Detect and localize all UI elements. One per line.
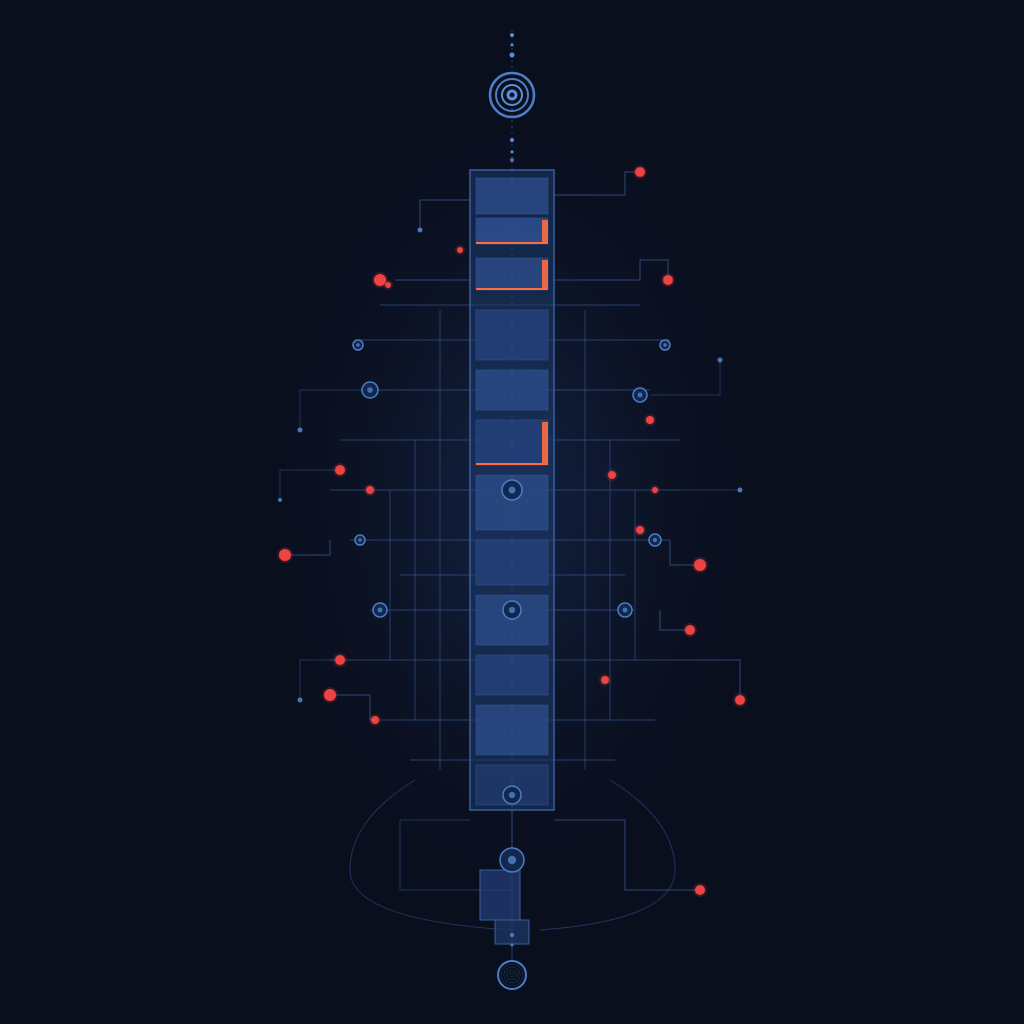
endpoint-dot: [278, 498, 282, 502]
accent-dot-glow: [599, 674, 611, 686]
accent-dot-glow: [634, 524, 646, 536]
node-center: [663, 343, 667, 347]
accent-dot-glow: [733, 693, 747, 707]
endpoint-dot: [511, 944, 514, 947]
node-center: [509, 792, 515, 798]
node-center: [508, 856, 516, 864]
accent-dot-glow: [692, 557, 708, 573]
column-segment: [476, 178, 548, 214]
stem-dot: [511, 44, 514, 47]
endpoint-dot: [298, 428, 303, 433]
accent-dot-glow: [364, 484, 376, 496]
node-center: [509, 487, 516, 494]
node-center: [623, 608, 628, 613]
node-center: [509, 607, 515, 613]
accent-dot-glow: [606, 469, 618, 481]
accent-dot-glow: [693, 883, 707, 897]
accent-dot-glow: [277, 547, 293, 563]
node-center: [356, 343, 360, 347]
stem-dot: [510, 33, 514, 37]
accent-dot-glow: [644, 414, 656, 426]
lower-block: [495, 920, 529, 944]
accent-dot-glow: [633, 165, 647, 179]
endpoint-dot: [510, 933, 514, 937]
circuit-diagram: [0, 0, 1024, 1024]
endpoint-dot: [298, 698, 303, 703]
endpoint-dot: [738, 488, 743, 493]
accent-dot-glow: [650, 485, 660, 495]
node-center: [358, 538, 362, 542]
node-center: [367, 387, 373, 393]
segment-accent: [542, 220, 548, 242]
accent-dot-glow: [383, 280, 393, 290]
accent-dot-glow: [661, 273, 675, 287]
column-segment: [476, 258, 548, 290]
accent-dot-glow: [369, 714, 381, 726]
column-segment: [476, 705, 548, 755]
accent-dot-glow: [333, 463, 347, 477]
lower-block: [480, 870, 520, 920]
segment-accent: [542, 422, 548, 463]
accent-dot-glow: [322, 687, 338, 703]
endpoint-dot: [510, 158, 514, 162]
stem-dot: [510, 53, 515, 58]
segment-accent: [542, 260, 548, 288]
accent-dot-glow: [455, 245, 465, 255]
accent-dot-glow: [333, 653, 347, 667]
accent-dot-glow: [683, 623, 697, 637]
stem-dot: [511, 151, 514, 154]
node-center: [638, 393, 643, 398]
endpoint-dot: [418, 228, 423, 233]
endpoint-dot: [718, 358, 723, 363]
stem-dot: [510, 138, 514, 142]
column-segment: [476, 310, 548, 360]
node-center: [653, 538, 657, 542]
node-center: [378, 608, 383, 613]
